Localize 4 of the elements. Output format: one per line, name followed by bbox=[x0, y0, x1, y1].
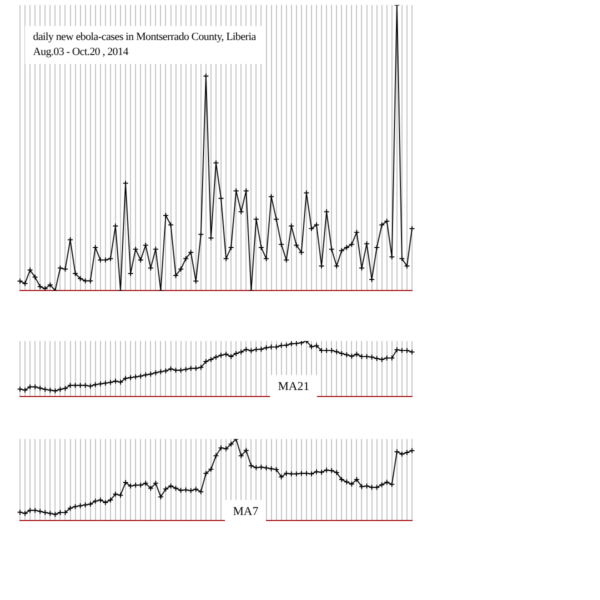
annotation: MA7 bbox=[225, 500, 266, 523]
text: daily new ebola-cases in Montserrado County, Liberia bbox=[33, 30, 256, 45]
text: Aug.03 - Oct.20 , 2014 bbox=[33, 45, 130, 60]
annotation: MA21 bbox=[270, 375, 318, 398]
